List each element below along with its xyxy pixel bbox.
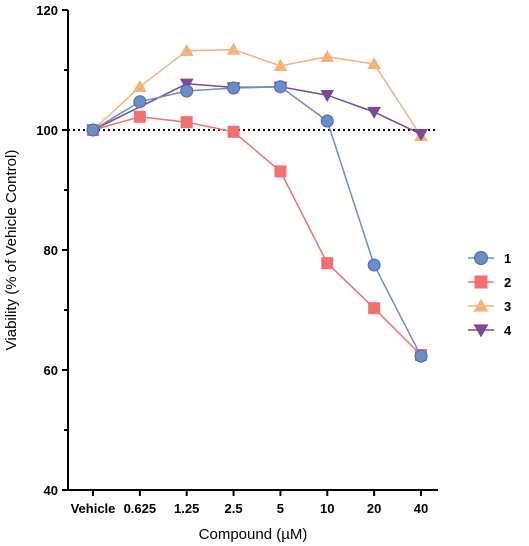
data-point	[273, 80, 287, 94]
x-tick-label: 0.625	[124, 501, 157, 516]
data-point	[273, 58, 288, 71]
data-point	[320, 114, 334, 128]
data-point	[132, 79, 147, 92]
data-point	[180, 116, 193, 129]
legend-label: 2	[504, 275, 511, 290]
legend-item-2: 2	[468, 275, 511, 290]
x-tick-label: 2.5	[225, 501, 243, 516]
data-point	[274, 165, 287, 178]
legend-label: 1	[504, 251, 511, 266]
x-tick-label: 1.25	[174, 501, 199, 516]
data-point	[133, 110, 146, 123]
data-point	[226, 42, 241, 55]
data-point	[414, 349, 428, 363]
x-axis-title: Compound (µM)	[199, 526, 308, 543]
legend: 1 2 3 4	[468, 251, 512, 338]
y-tick-label: 40	[44, 483, 58, 498]
x-tick-label: 20	[367, 501, 381, 516]
data-point	[368, 302, 381, 315]
legend-marker	[474, 275, 488, 289]
series-3	[86, 42, 428, 142]
legend-item-3: 3	[468, 298, 511, 314]
series-1-line	[92, 86, 422, 357]
legend-label: 4	[504, 323, 512, 338]
y-axis-title: Viability (% of Vehicle Control)	[3, 150, 20, 351]
legend-marker	[474, 251, 488, 265]
data-point	[179, 43, 194, 56]
y-tick-label: 60	[44, 363, 58, 378]
data-point	[180, 84, 194, 98]
x-tick-label: Vehicle	[71, 501, 116, 516]
series-3-line	[92, 48, 422, 137]
y-tick-label: 80	[44, 243, 58, 258]
data-point	[321, 257, 334, 270]
data-point	[367, 106, 382, 119]
data-point	[320, 49, 335, 62]
legend-marker	[473, 324, 489, 338]
x-tick-label: 10	[320, 501, 334, 516]
legend-item-1: 1	[468, 251, 511, 266]
y-tick-label: 120	[36, 3, 58, 18]
x-tick-label: 40	[414, 501, 428, 516]
series-2	[87, 110, 427, 361]
y-tick-label: 100	[36, 123, 58, 138]
data-point	[320, 90, 335, 103]
data-point	[227, 81, 241, 95]
data-point	[227, 125, 240, 138]
data-point	[414, 129, 428, 142]
legend-item-4: 4	[468, 323, 512, 338]
data-point	[133, 95, 147, 109]
data-point	[367, 258, 381, 272]
data-point	[86, 123, 100, 137]
x-tick-label: 5	[277, 501, 284, 516]
series-2-line	[92, 116, 422, 356]
axes: 40 60 80 100 120 Vehicle 0.625 1.25 2.5 5 10 20 40	[36, 3, 438, 516]
data-point	[367, 57, 382, 70]
series-layer	[86, 42, 428, 363]
series-1	[86, 80, 428, 363]
legend-marker	[473, 298, 489, 312]
legend-label: 3	[504, 299, 511, 314]
